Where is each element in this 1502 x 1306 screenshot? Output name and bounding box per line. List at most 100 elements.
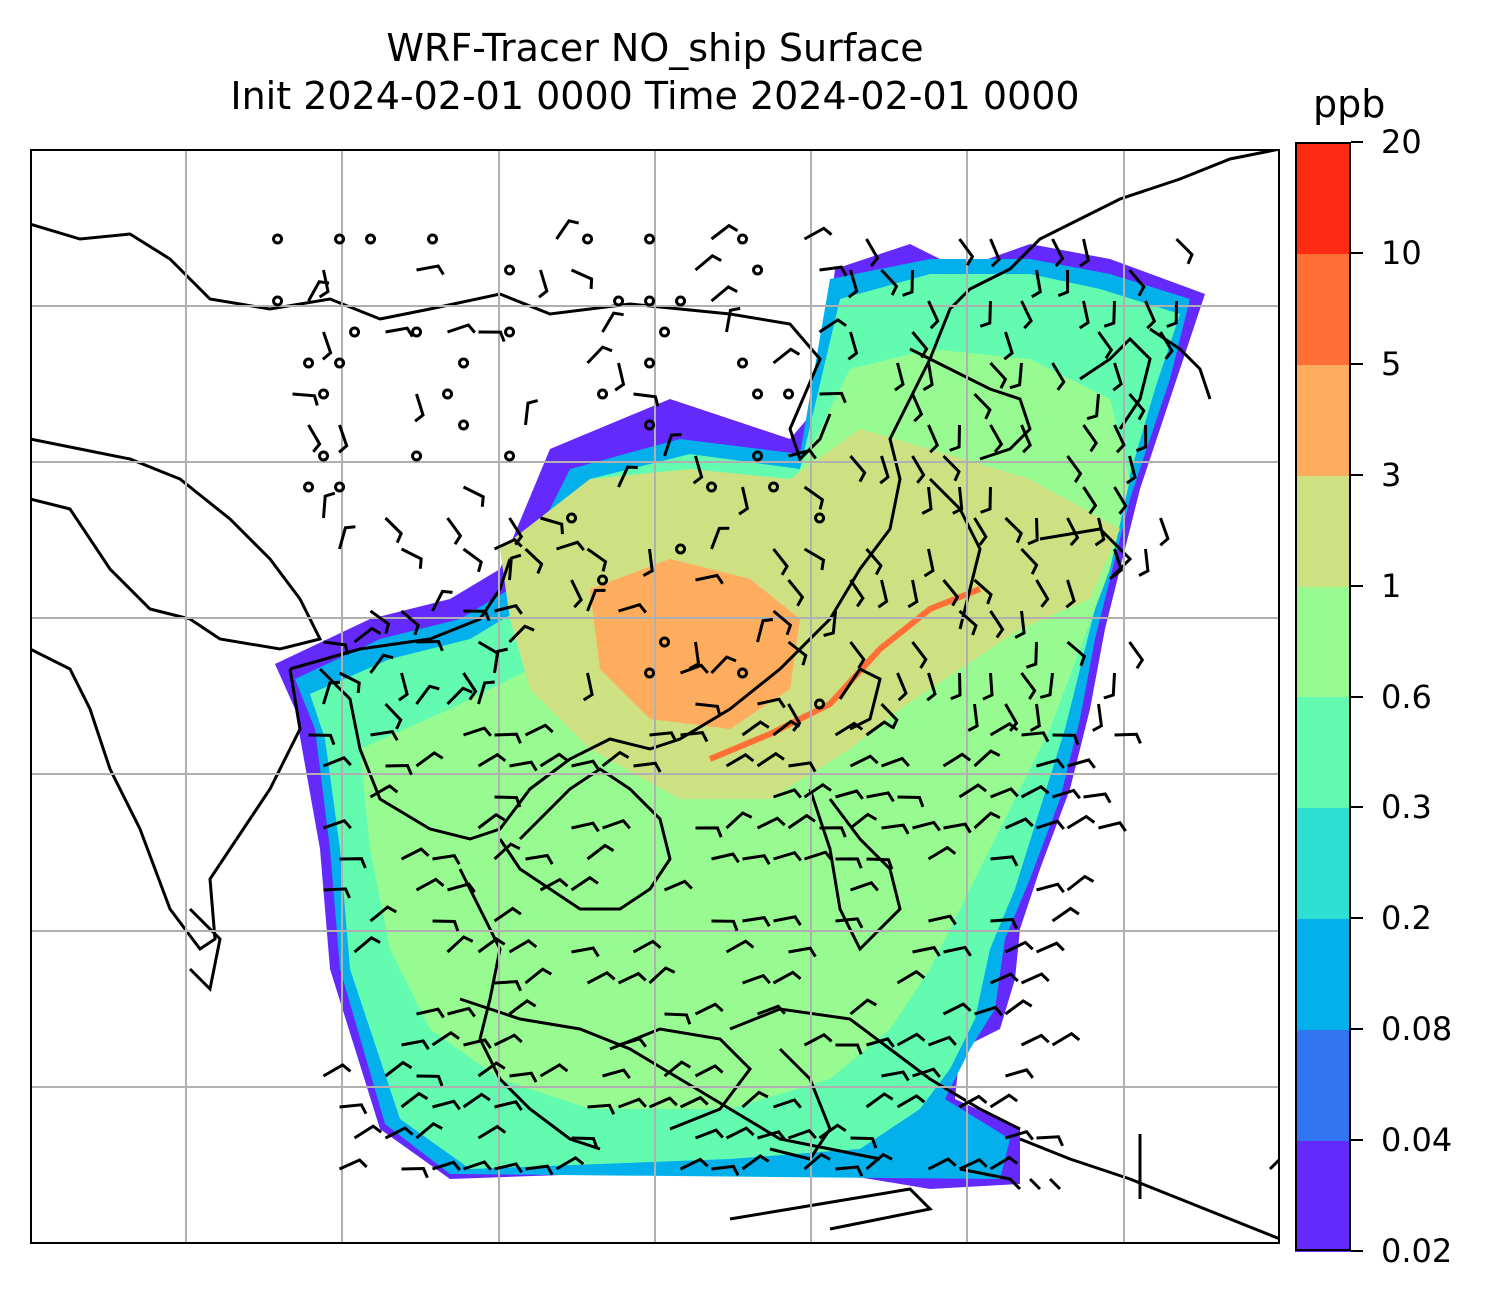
wind-barb: [1113, 486, 1128, 515]
calm-wind-circle: [768, 481, 780, 493]
calm-wind-circle: [566, 512, 578, 524]
wind-barb: [679, 1157, 709, 1171]
title-line-1: WRF-Tracer NO_ship Surface: [386, 26, 924, 70]
wind-barb: [943, 945, 972, 957]
title-line-2: Init 2024-02-01 0000 Time 2024-02-01 000…: [230, 74, 1080, 118]
calm-wind-circle: [814, 512, 826, 524]
colorbar-segment: [1295, 1029, 1351, 1142]
wind-barb: [570, 268, 594, 290]
wind-barb: [601, 311, 624, 333]
wind-barb: [787, 640, 808, 666]
wind-barb: [896, 1032, 926, 1047]
wind-barb: [741, 720, 770, 737]
wind-barb: [1103, 672, 1116, 700]
colorbar-tick: [1351, 806, 1363, 809]
wind-barb: [477, 1124, 507, 1140]
calm-wind-circle: [644, 419, 656, 431]
wind-barb: [1036, 882, 1065, 894]
wind-barb: [1020, 672, 1037, 700]
wind-barb: [1005, 1129, 1034, 1141]
wind-barb: [432, 919, 460, 932]
wind-barb: [1086, 393, 1100, 421]
wind-barb: [818, 1123, 847, 1140]
wind-barb: [571, 1136, 599, 1149]
wind-barb: [431, 589, 453, 612]
wind-barb: [958, 609, 978, 636]
calm-wind-circle: [458, 419, 470, 431]
wind-barb: [989, 787, 1019, 799]
wind-barb: [477, 1061, 506, 1078]
wind-barb: [432, 1160, 461, 1171]
wind-barb: [1052, 788, 1081, 800]
wind-barb: [849, 812, 878, 830]
calm-wind-circle: [504, 326, 516, 338]
wind-barb: [989, 1093, 1019, 1109]
wind-barb: [446, 517, 463, 546]
wind-barb: [958, 783, 987, 799]
wind-barb: [850, 1136, 878, 1149]
colorbar-segment: [1295, 918, 1351, 1031]
map-panel[interactable]: [30, 149, 1280, 1244]
wind-barb: [741, 1090, 769, 1109]
wind-barb: [582, 672, 594, 702]
calm-wind-circle: [597, 388, 609, 400]
colorbar-tick: [1351, 584, 1363, 587]
wind-barb: [865, 548, 883, 576]
wind-barb: [307, 424, 322, 453]
wind-barb: [586, 971, 616, 985]
wind-barb: [1082, 486, 1098, 515]
wind-barb: [493, 842, 521, 861]
wind-barb: [1057, 269, 1070, 297]
wind-barb: [973, 749, 1001, 768]
wind-barb: [1166, 300, 1178, 328]
wind-barb: [819, 265, 848, 277]
colorbar-tick: [1351, 251, 1363, 254]
wind-barb: [618, 1037, 647, 1048]
wind-barb: [447, 1006, 476, 1018]
wind-barb: [384, 1060, 413, 1078]
wind-barb: [1004, 703, 1019, 732]
wind-barb: [648, 966, 676, 985]
wind-barb: [494, 603, 523, 615]
wind-barb: [570, 579, 583, 609]
wind-barb: [967, 703, 979, 732]
wind-barb: [321, 331, 333, 361]
gridlines: [30, 149, 1280, 1244]
wind-barb: [788, 448, 817, 460]
wind-barb: [525, 1164, 554, 1176]
wind-barb: [922, 362, 934, 392]
wind-barb: [446, 686, 473, 706]
wind-barb: [1029, 703, 1041, 732]
wind-barb: [952, 486, 964, 515]
calm-wind-circle: [272, 295, 284, 307]
wind-barb: [1004, 516, 1023, 544]
wind-barb: [369, 609, 391, 634]
wind-barb: [664, 1012, 692, 1025]
wind-barb: [370, 729, 399, 741]
wind-barb: [416, 264, 445, 276]
wind-barb: [1091, 703, 1104, 732]
colorbar-tick: [1351, 1028, 1363, 1031]
wind-barb: [772, 548, 789, 576]
calm-wind-circle: [675, 543, 687, 555]
wind-barb: [494, 1162, 523, 1174]
calm-wind-circle: [318, 450, 330, 462]
wind-barb: [989, 610, 1005, 639]
wind-barb: [1036, 1135, 1064, 1147]
wind-barb: [772, 609, 793, 636]
map-canvas[interactable]: [30, 149, 1280, 1244]
colorbar-segment: [1295, 363, 1351, 476]
wind-barb: [1144, 300, 1157, 330]
colorbar-segment: [1295, 142, 1351, 254]
calm-wind-circle: [318, 388, 330, 400]
wind-barb: [835, 857, 863, 869]
wind-barb: [835, 1165, 864, 1177]
wind-barb: [772, 970, 802, 985]
wind-barb: [524, 547, 544, 574]
wind-barb: [369, 784, 399, 799]
calm-wind-circle: [303, 481, 315, 493]
wind-barb: [1066, 640, 1087, 667]
wind-barb: [1175, 237, 1194, 265]
colorbar-segment: [1295, 474, 1351, 587]
wind-barb: [819, 826, 847, 838]
